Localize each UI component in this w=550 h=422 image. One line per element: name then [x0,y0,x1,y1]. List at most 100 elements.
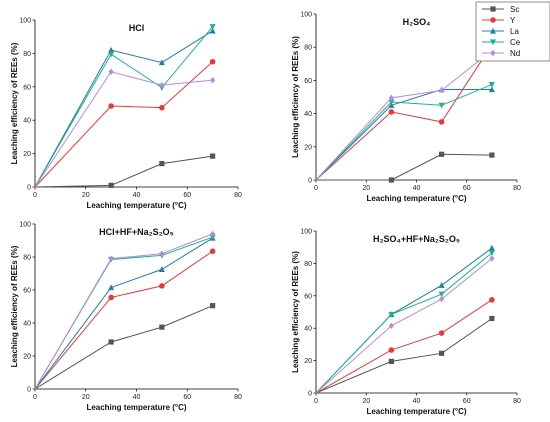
data-point-sc [388,177,394,183]
series-sc [34,303,216,390]
series-line-la [34,237,213,390]
legend-label-y: Y [510,16,516,25]
series-nd [315,255,495,394]
data-point-ce [388,311,395,318]
series-sc [315,315,495,394]
chart-panel-3: 0 20 40 60 80 0 20 40 60 80 100 Leaching temperatur… [10,222,242,413]
y-tick-label: 20 [23,354,31,361]
data-point-y [159,104,165,111]
x-tick-label: 60 [463,398,471,405]
series-line-ce [34,236,213,390]
data-point-nd [439,295,445,303]
y-tick-label: 40 [304,326,312,333]
x-tick-label: 80 [513,185,521,192]
data-point-nd [388,322,394,329]
y-tick-label: 0 [27,185,31,192]
y-tick-label: 80 [23,255,31,262]
x-tick-label: 80 [234,394,242,401]
panel-title: HCl [129,23,145,33]
y-tick-label: 20 [23,151,31,158]
series-line-y [34,250,213,390]
data-point-nd [108,68,114,75]
x-tick-label: 40 [413,185,421,192]
data-point-sc [159,161,165,167]
x-tick-label: 0 [314,398,318,405]
chart-panel-2: 0 20 40 60 80 0 20 40 60 80 100 Leaching temperatur… [291,1,550,203]
y-axis-label: Leaching efficiency of REEs (%) [10,245,19,367]
data-point-sc [108,182,114,188]
series-line-nd [34,233,213,390]
series-ce [315,81,495,181]
y-tick-label: 40 [23,118,31,125]
data-point-nd [210,76,216,84]
y-tick-label: 80 [304,45,312,52]
y-tick-label: 0 [308,178,312,185]
data-point-sc [108,339,114,345]
x-tick-label: 60 [183,394,191,401]
x-axis-label: Leaching temperature (°C) [366,194,466,203]
x-tick-label: 20 [82,192,90,199]
data-point-la [158,59,165,66]
chart-panel-1: 0 20 40 60 80 0 20 40 60 80 100 Leaching temperatur… [10,18,242,211]
data-point-sc [210,303,216,309]
x-tick-label: 20 [362,398,370,405]
data-point-la [488,244,495,251]
data-point-sc [210,153,216,159]
x-axis-label: Leaching temperature (°C) [366,407,466,416]
data-point-y [438,330,445,336]
series-sc [316,151,495,183]
series-line-sc [316,153,492,181]
x-tick-label: 80 [513,398,521,405]
panel-title: H₂SO₄+HF+Na₂S₂O₅ [373,234,460,244]
series-ce [315,250,495,394]
data-point-nd [108,255,114,262]
data-point-nd [439,87,445,94]
data-point-la [108,284,115,291]
legend-label-sc: Sc [510,5,519,14]
data-point-nd [159,250,165,257]
data-point-sc [439,151,445,157]
series-y [34,248,216,390]
y-axis-label: Leaching efficiency of REEs (%) [10,42,19,164]
x-tick-label: 40 [133,192,141,199]
data-point-ce [488,250,495,257]
series-line-la [34,30,213,188]
y-tick-label: 40 [23,321,31,328]
data-point-la [488,86,495,93]
legend-label-la: La [510,27,519,36]
series-nd [34,68,216,188]
data-point-ce [388,99,395,106]
data-point-ce [209,24,216,30]
x-axis-label: Leaching temperature (°C) [86,201,186,210]
x-tick-label: 20 [82,394,90,401]
y-tick-label: 20 [304,144,312,151]
legend-marker-nd [490,49,496,57]
series-y [34,58,216,188]
y-tick-label: 100 [300,229,312,236]
data-point-la [158,266,165,272]
y-tick-label: 100 [300,12,312,19]
series-ce [34,24,216,188]
data-point-ce [438,102,445,109]
x-tick-label: 80 [234,192,242,199]
series-la [315,86,495,181]
data-point-sc [159,324,165,330]
data-point-y [388,347,395,353]
data-point-y [209,248,216,255]
data-point-sc [489,315,495,322]
data-point-y [489,297,495,303]
data-point-nd [159,81,165,89]
data-point-y [388,109,395,115]
data-point-ce [209,234,216,241]
series-la [315,244,495,394]
data-point-sc [489,152,495,158]
data-point-y [209,58,216,65]
x-axis-label: Leaching temperature (°C) [86,403,186,412]
data-point-la [209,27,216,34]
series-line-y [34,61,213,188]
data-point-y [108,294,114,301]
y-axis-label: Leaching efficiency of REEs (%) [291,251,300,373]
data-point-ce [488,81,495,88]
x-tick-label: 0 [314,185,318,192]
